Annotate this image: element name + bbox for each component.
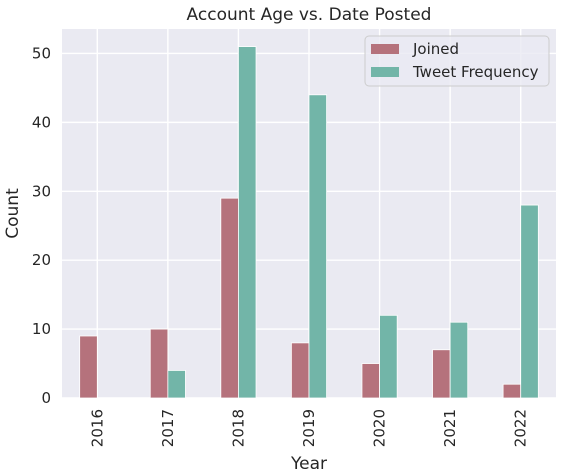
bar-joined bbox=[290, 342, 310, 399]
bar-tweet-frequency bbox=[167, 370, 186, 399]
bar-joined bbox=[79, 335, 98, 399]
y-tick-label: 10 bbox=[32, 320, 51, 338]
y-tick-label: 40 bbox=[32, 113, 51, 131]
x-tick-label: 2018 bbox=[229, 409, 247, 447]
x-tick-label: 2022 bbox=[512, 409, 530, 447]
y-tick-label: 30 bbox=[32, 182, 51, 200]
bar-tweet-frequency bbox=[520, 204, 539, 399]
ticks: 2016 2017 2018 2019 2020 2021 2022 0 10 20 30 40 50 bbox=[32, 44, 530, 447]
x-tick-label: 2019 bbox=[300, 409, 318, 447]
bar-tweet-frequency bbox=[449, 321, 469, 399]
legend-swatch bbox=[371, 67, 399, 77]
x-tick-label: 2021 bbox=[441, 409, 459, 447]
x-tick-label: 2016 bbox=[88, 409, 106, 447]
bar-joined bbox=[220, 197, 239, 399]
bars bbox=[79, 46, 539, 399]
legend-label: Tweet Frequency bbox=[412, 63, 539, 81]
legend: Joined Tweet Frequency bbox=[364, 35, 550, 87]
chart-title: Account Age vs. Date Posted bbox=[187, 5, 432, 25]
bar-tweet-frequency bbox=[308, 94, 328, 399]
bar-tweet-frequency bbox=[379, 314, 398, 399]
y-tick-label: 20 bbox=[32, 251, 51, 269]
y-tick-label: 50 bbox=[32, 44, 51, 62]
bar-joined bbox=[502, 383, 522, 399]
y-axis-label: Count bbox=[3, 188, 23, 239]
x-tick-label: 2017 bbox=[159, 409, 177, 447]
legend-box bbox=[364, 35, 550, 87]
bar-joined bbox=[361, 363, 380, 399]
bar-joined bbox=[149, 328, 169, 399]
x-axis-label: Year bbox=[290, 454, 327, 474]
bar-joined bbox=[432, 349, 451, 399]
bar-tweet-frequency bbox=[238, 46, 257, 399]
legend-label: Joined bbox=[412, 40, 459, 58]
y-tick-label: 0 bbox=[41, 389, 51, 407]
x-tick-label: 2020 bbox=[371, 409, 389, 447]
legend-swatch bbox=[371, 44, 399, 54]
